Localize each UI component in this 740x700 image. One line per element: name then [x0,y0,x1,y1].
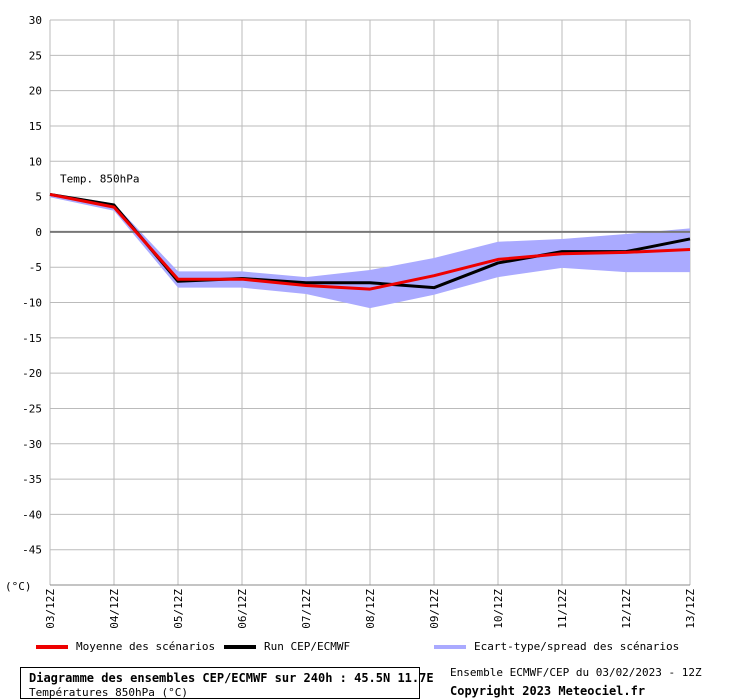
temp-annotation: Temp. 850hPa [60,173,139,186]
x-tick-label: 09/12Z [428,589,441,629]
chart-title: Diagramme des ensembles CEP/ECMWF sur 24… [29,671,434,685]
y-tick-label: -40 [22,508,42,521]
y-tick-label: -25 [22,402,42,415]
legend-label-run: Run CEP/ECMWF [264,640,351,653]
legend-swatch-mean [36,644,68,649]
run-info: Ensemble ECMWF/CEP du 03/02/2023 - 12Z [450,666,702,679]
x-tick-label: 08/12Z [364,589,377,629]
x-tick-label: 04/12Z [108,589,121,629]
y-tick-label: 25 [29,49,42,62]
x-tick-label: 10/12Z [492,589,505,629]
x-axis: 03/12Z 04/12Z 05/12Z 06/12Z 07/12Z 08/12Z 09/1… [44,589,697,629]
y-tick-label: -10 [22,297,42,310]
x-tick-label: 12/12Z [620,589,633,629]
y-axis: 30 25 20 15 10 5 0 -5 -10 -15 -20 -25 -30 -35 -40 -45 [22,14,42,557]
legend-swatch-spread [434,644,466,649]
y-tick-label: 10 [29,155,42,168]
grid [49,19,691,586]
x-tick-label: 03/12Z [44,589,57,629]
y-tick-label: -35 [22,473,42,486]
legend-item-spread: Ecart-type/spread des scénarios [434,640,679,653]
legend-label-mean: Moyenne des scénarios [76,640,216,653]
y-tick-label: 15 [29,120,42,133]
x-tick-label: 06/12Z [236,589,249,629]
chart-subtitle: Températures 850hPa (°C) [29,686,188,699]
x-tick-label: 07/12Z [300,589,313,629]
y-tick-label: 5 [35,191,42,204]
y-tick-label: 0 [35,226,42,239]
y-tick-label: -45 [22,544,42,557]
y-axis-unit-label: (°C) [5,580,32,593]
y-tick-label: -5 [29,261,42,274]
y-tick-label: -15 [22,332,42,345]
chart-title-box: Diagramme des ensembles CEP/ECMWF sur 24… [20,667,434,699]
y-tick-label: 30 [29,14,42,27]
legend-item-run: Run CEP/ECMWF [224,640,350,653]
legend-swatch-run [224,644,256,649]
copyright: Copyright 2023 Meteociel.fr [450,684,646,698]
y-tick-label: -30 [22,438,42,451]
x-tick-label: 13/12Z [684,589,697,629]
legend-item-mean: Moyenne des scénarios [36,640,215,653]
y-tick-label: -20 [22,367,42,380]
x-tick-label: 05/12Z [172,589,185,629]
legend-label-spread: Ecart-type/spread des scénarios [474,640,680,653]
y-tick-label: 20 [29,85,42,98]
x-tick-label: 11/12Z [556,589,569,629]
series-line-mean [49,192,691,291]
